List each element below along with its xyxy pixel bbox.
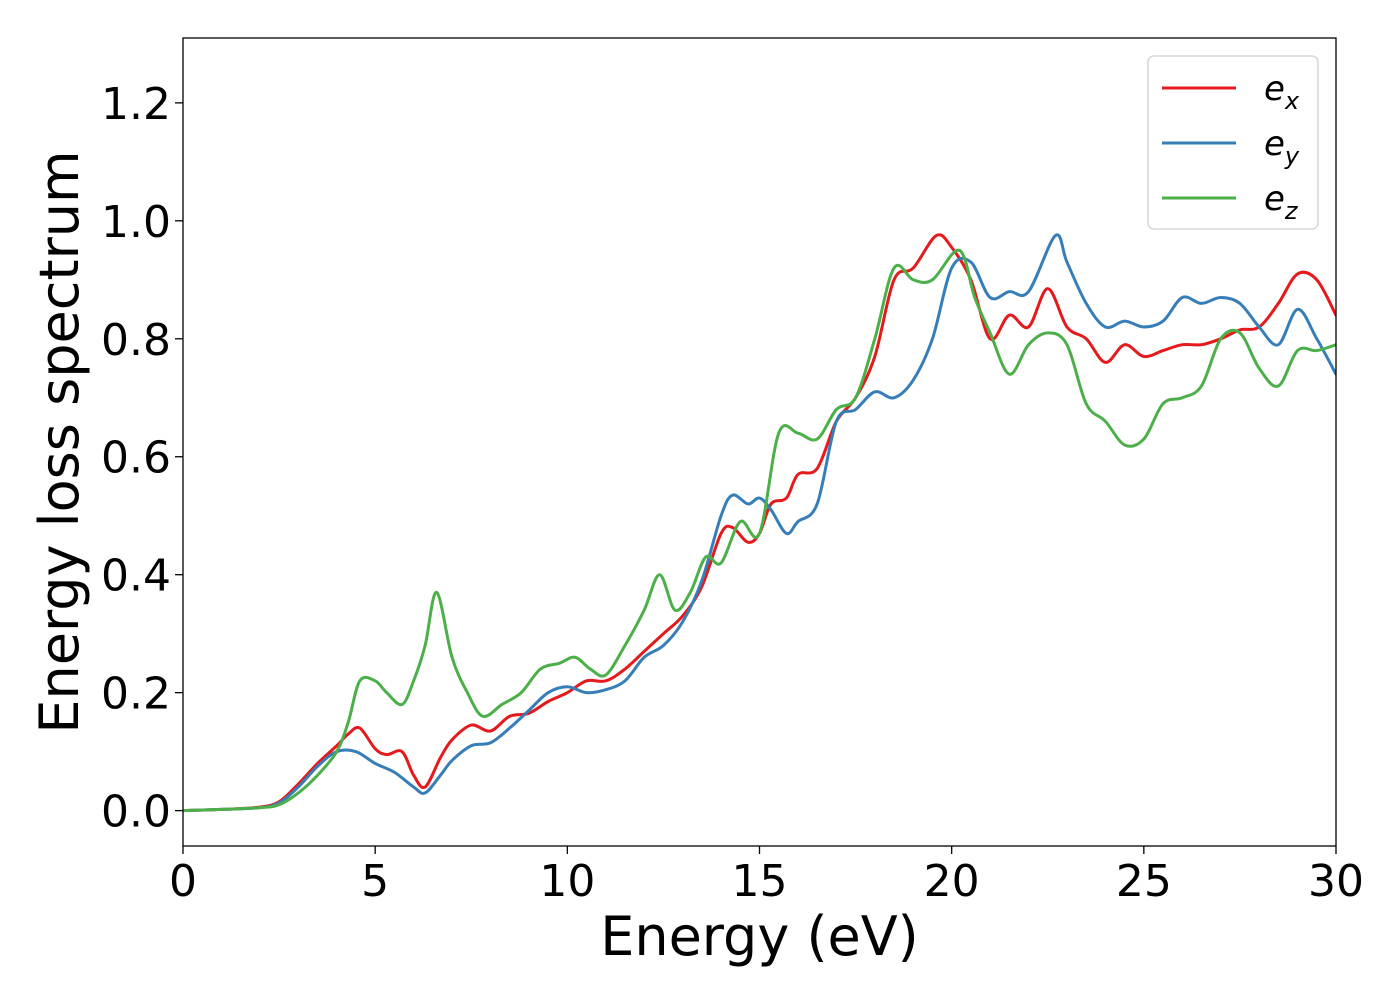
- y-tick-label: 1.0: [101, 197, 171, 248]
- x-tick-label: 0: [169, 856, 197, 907]
- y-axis-label: Energy loss spectrum: [28, 150, 91, 733]
- series-line-e-z: [183, 248, 1336, 813]
- y-tick-label: 0.8: [101, 315, 171, 366]
- x-tick-label: 20: [924, 856, 980, 907]
- series-line-e-x: [183, 233, 1336, 813]
- y-axis-ticks: 0.0 0.2 0.4 0.6 0.8 1.0 1.2: [101, 79, 183, 838]
- y-tick-label: 0.2: [101, 669, 171, 720]
- legend-label-z: ez: [1264, 179, 1299, 225]
- x-tick-label: 30: [1308, 856, 1364, 907]
- x-tick-label: 15: [732, 856, 788, 907]
- legend-label-y: ey: [1264, 124, 1300, 170]
- y-tick-label: 1.2: [101, 79, 171, 130]
- y-tick-label: 0.4: [101, 551, 171, 602]
- x-tick-label: 25: [1116, 856, 1172, 907]
- y-tick-label: 0.0: [101, 787, 171, 838]
- x-tick-label: 5: [361, 856, 389, 907]
- x-axis-ticks: 0 5 10 15 20 25 30: [169, 846, 1364, 907]
- x-tick-label: 10: [539, 856, 595, 907]
- series-line-e-y: [183, 233, 1336, 813]
- y-tick-label: 0.6: [101, 433, 171, 484]
- legend-label-x: ex: [1264, 69, 1300, 115]
- series-layer: [183, 233, 1336, 813]
- x-axis-label: Energy (eV): [600, 905, 919, 968]
- legend: ex ey ez: [1147, 55, 1319, 230]
